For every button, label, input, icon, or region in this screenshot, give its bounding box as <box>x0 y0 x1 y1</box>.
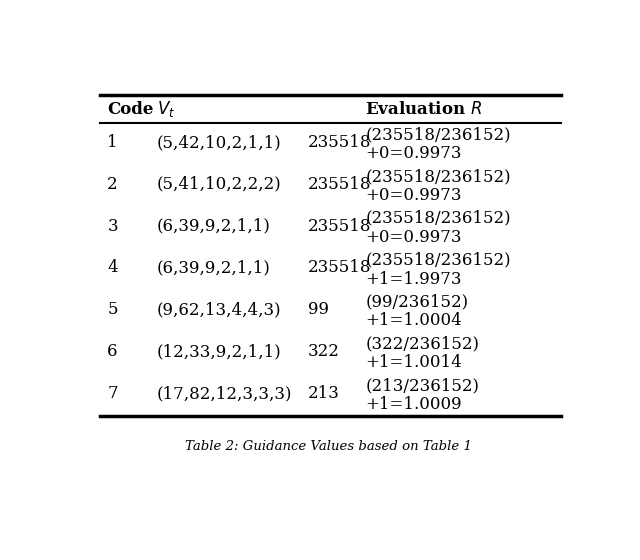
Text: +1=1.0004: +1=1.0004 <box>365 312 462 329</box>
Text: (213/236152): (213/236152) <box>365 377 479 394</box>
Text: +0=0.9973: +0=0.9973 <box>365 187 461 204</box>
Text: Code: Code <box>108 101 154 118</box>
Text: (12,33,9,2,1,1): (12,33,9,2,1,1) <box>157 343 282 360</box>
Text: +1=1.0014: +1=1.0014 <box>365 354 462 371</box>
Text: +1=1.9973: +1=1.9973 <box>365 270 461 288</box>
Text: (322/236152): (322/236152) <box>365 335 479 352</box>
Text: (6,39,9,2,1,1): (6,39,9,2,1,1) <box>157 218 271 235</box>
Text: 235518: 235518 <box>308 134 372 151</box>
Text: 4: 4 <box>108 259 118 277</box>
Text: 2: 2 <box>108 176 118 193</box>
Text: (99/236152): (99/236152) <box>365 293 468 310</box>
Text: +0=0.9973: +0=0.9973 <box>365 229 461 246</box>
Text: (235518/236152): (235518/236152) <box>365 168 511 185</box>
Text: +0=0.9973: +0=0.9973 <box>365 145 461 162</box>
Text: (235518/236152): (235518/236152) <box>365 210 511 227</box>
Text: 235518: 235518 <box>308 259 372 277</box>
Text: 1: 1 <box>108 134 118 151</box>
Text: +1=1.0009: +1=1.0009 <box>365 396 462 413</box>
Text: 235518: 235518 <box>308 218 372 235</box>
Text: (235518/236152): (235518/236152) <box>365 126 511 143</box>
Text: (5,41,10,2,2,2): (5,41,10,2,2,2) <box>157 176 282 193</box>
Text: 322: 322 <box>308 343 340 360</box>
Text: 99: 99 <box>308 301 329 318</box>
Text: 235518: 235518 <box>308 176 372 193</box>
Text: 3: 3 <box>108 218 118 235</box>
Text: Table 2: Guidance Values based on Table 1: Table 2: Guidance Values based on Table … <box>184 440 472 452</box>
Text: (9,62,13,4,4,3): (9,62,13,4,4,3) <box>157 301 282 318</box>
Text: 7: 7 <box>108 385 118 402</box>
Text: (17,82,12,3,3,3): (17,82,12,3,3,3) <box>157 385 292 402</box>
Text: $V_t$: $V_t$ <box>157 99 175 119</box>
Text: Evaluation $R$: Evaluation $R$ <box>365 101 483 118</box>
Text: (235518/236152): (235518/236152) <box>365 251 511 269</box>
Text: (5,42,10,2,1,1): (5,42,10,2,1,1) <box>157 134 282 151</box>
Text: (6,39,9,2,1,1): (6,39,9,2,1,1) <box>157 259 271 277</box>
Text: 6: 6 <box>108 343 118 360</box>
Text: 5: 5 <box>108 301 118 318</box>
Text: 213: 213 <box>308 385 340 402</box>
